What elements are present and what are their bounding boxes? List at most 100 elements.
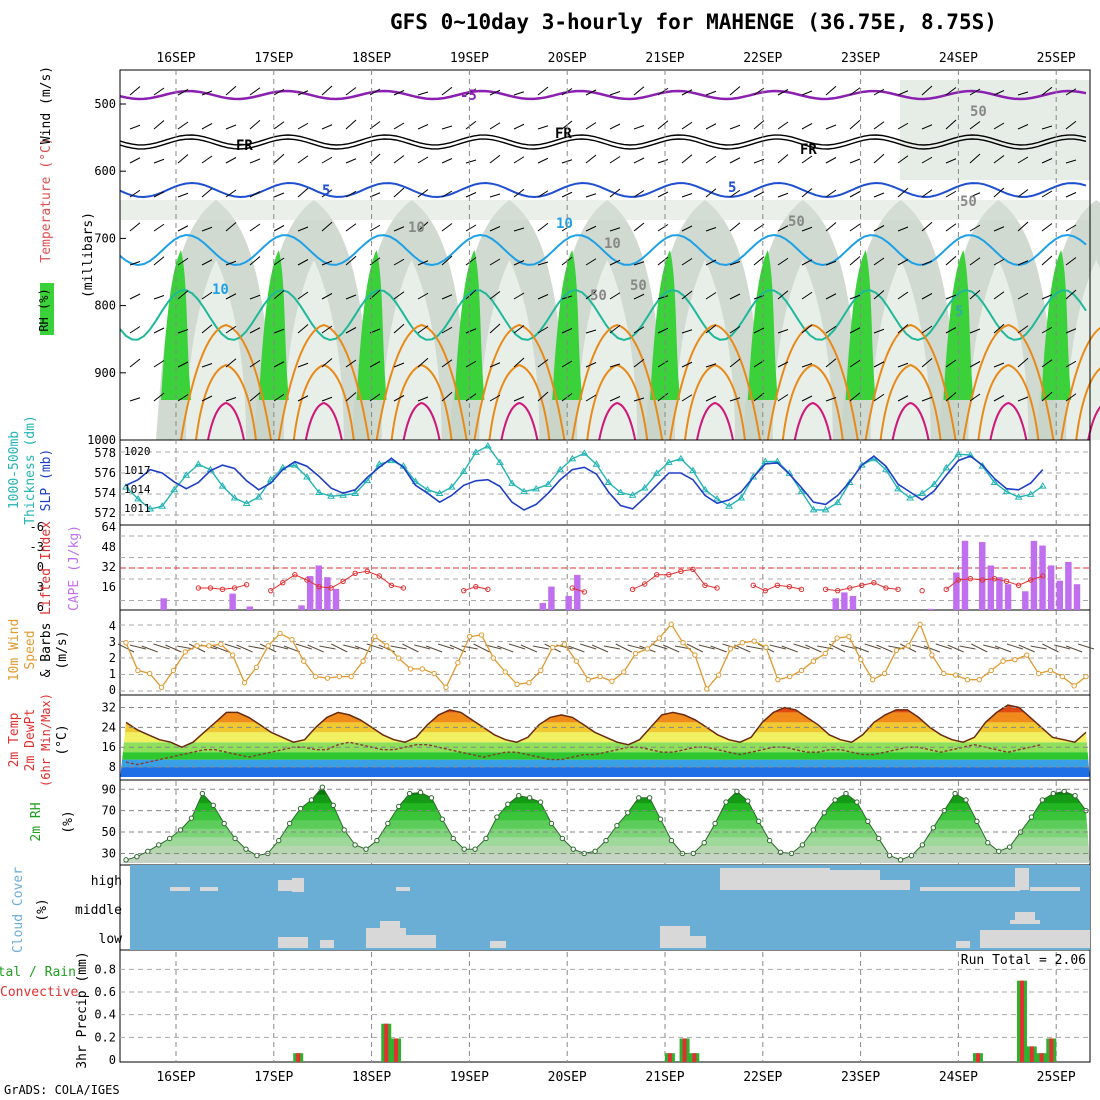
temp2m-tick: 16 — [102, 740, 116, 754]
thickness-point — [592, 460, 601, 467]
wind-barb — [1041, 190, 1053, 198]
thickness-point — [194, 460, 203, 467]
precip-conv-bar — [1019, 980, 1024, 1062]
wind-barb — [465, 257, 477, 266]
wind-barb — [849, 359, 861, 368]
wind-barb — [345, 359, 357, 368]
wind-barb — [345, 87, 357, 96]
li-tick: 0 — [37, 560, 44, 574]
isotherm-20 — [375, 323, 468, 441]
wind-barb — [873, 257, 885, 266]
thickness-point — [833, 498, 842, 506]
wind-barb — [969, 88, 981, 96]
isotherm-20 — [864, 323, 957, 441]
wind10-point — [384, 643, 390, 649]
upper-wind-barbs — [129, 85, 1077, 402]
wind-barb — [273, 290, 285, 300]
contour-label: 50 — [630, 278, 647, 294]
contour-label: 10 — [212, 282, 229, 298]
isotherm-20 — [669, 323, 761, 441]
wind-barb — [201, 123, 213, 130]
cape-bar — [1047, 565, 1055, 610]
date-label-bottom: 25SEP — [1037, 1070, 1076, 1085]
isotherm-30 — [696, 401, 734, 441]
wind-barb — [969, 224, 981, 232]
wind-barb — [561, 360, 573, 368]
wind-barb — [177, 154, 189, 164]
wind-barb — [729, 293, 741, 300]
wind-barb — [921, 358, 933, 368]
contour-label: 5 — [955, 304, 963, 320]
contour-label: 50 — [970, 104, 987, 120]
wind10-point — [206, 643, 212, 649]
rh-band — [120, 819, 1090, 829]
precip-tick: 0.4 — [94, 1008, 116, 1022]
li-label: Lifted Index — [39, 521, 54, 615]
thickness-point — [266, 475, 275, 483]
wind-barb — [489, 323, 501, 334]
wind10-point — [1059, 673, 1065, 680]
wind10-barb — [935, 643, 952, 650]
wind10-barb — [390, 645, 407, 650]
wind-barb — [729, 86, 741, 96]
wind-barb — [441, 190, 453, 198]
wind10-tick: 1 — [109, 667, 116, 681]
cloud-block — [320, 940, 334, 948]
wind-barb — [825, 85, 837, 96]
wind10-barb — [662, 644, 680, 653]
wind-barb — [609, 363, 621, 368]
wind-barb — [801, 324, 813, 334]
wind10-barb — [153, 643, 170, 650]
rh2m-point — [210, 802, 216, 809]
wind10-point — [395, 655, 402, 661]
cape-bar — [1056, 580, 1063, 610]
thickness-tick: 572 — [94, 506, 116, 520]
wind10-point — [549, 644, 556, 651]
wind-barb — [297, 122, 309, 130]
wind-barb — [537, 157, 549, 164]
wind10-point — [668, 621, 674, 627]
wind10-barb — [129, 644, 146, 650]
wind-barb — [585, 329, 597, 334]
thickness-point — [170, 485, 179, 493]
li-point — [376, 573, 383, 579]
wind-barb — [657, 327, 669, 334]
thickness-point — [327, 492, 335, 499]
rh2m-point — [385, 820, 391, 827]
wind10-point — [787, 673, 793, 680]
rh2m-point — [810, 827, 816, 833]
wind-barb — [297, 362, 309, 368]
temp2m-label-1: 2m Temp — [7, 712, 22, 767]
wind10-barb — [212, 645, 229, 653]
wind-barb — [585, 89, 597, 96]
wind10-point — [467, 633, 473, 640]
wind10-label-3: & Barbs — [39, 623, 54, 678]
temp2m-label-4: (°C) — [55, 724, 70, 755]
wind10-barb — [1054, 644, 1071, 650]
wind-barb — [801, 226, 813, 232]
wind10-barb — [852, 645, 869, 653]
upper-tick-label: 500 — [94, 97, 116, 111]
wind-barb — [921, 325, 933, 334]
precip-conv-bar — [296, 1053, 301, 1062]
wind-barb — [249, 191, 261, 198]
wind-barb — [345, 190, 357, 198]
wind-barb — [753, 256, 765, 266]
temp-band — [120, 705, 1090, 713]
wind-barb — [321, 156, 333, 164]
cape-tick: 16 — [102, 580, 116, 594]
wind-barb — [321, 189, 333, 198]
rh2m-point — [745, 798, 751, 804]
wind-barb — [969, 257, 981, 266]
thickness-point — [568, 454, 577, 462]
wind-barb — [273, 328, 285, 334]
slp-tick-label: 1011 — [124, 502, 151, 515]
cape-bar — [953, 572, 960, 610]
wind10-barb — [508, 643, 526, 650]
thickness-point — [930, 480, 939, 487]
thickness-point — [689, 466, 697, 474]
wind-barb — [993, 187, 1005, 198]
wind-barb — [417, 260, 429, 266]
rh2m-point — [297, 805, 304, 812]
wind10-line — [125, 622, 1087, 691]
